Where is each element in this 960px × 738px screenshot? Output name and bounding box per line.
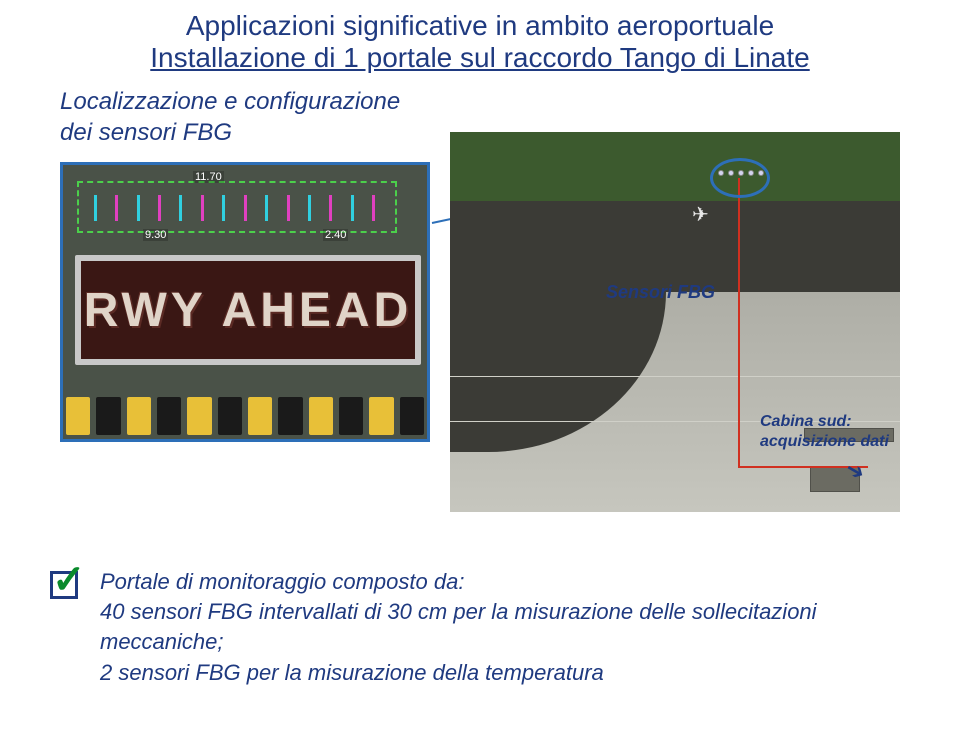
bullet-line1: 40 sensori FBG intervallati di 30 cm per…	[100, 597, 880, 656]
taxiway	[450, 201, 900, 292]
bullet-title: Portale di monitoraggio composto da:	[100, 569, 880, 595]
aircraft-icon: ✈	[692, 202, 720, 230]
hold-short-stripes	[63, 393, 427, 439]
cabin-line1: Cabina sud:	[760, 412, 889, 431]
meas-top: 11.70	[193, 171, 224, 183]
taxiway-curve	[450, 292, 666, 452]
fiber-route	[738, 178, 740, 468]
meas-bl: 9.30	[143, 229, 168, 241]
subtitle-line1: Localizzazione e configurazione	[60, 86, 960, 117]
detail-image: 11.70 9.30 2.40 RWY AHEAD	[60, 162, 430, 442]
cabin-line2: acquisizione dati	[760, 432, 889, 451]
title-line2: Installazione di 1 portale sul raccordo …	[0, 42, 960, 74]
figure-area: 11.70 9.30 2.40 RWY AHEAD ✈ Sensori FB	[60, 162, 900, 532]
sensor-label: Sensori FBG	[606, 282, 715, 303]
checkmark-icon: ✓	[48, 563, 88, 603]
sensor-highlight	[710, 158, 770, 198]
sensor-ticks	[83, 195, 383, 227]
title-line1: Applicazioni significative in ambito aer…	[0, 10, 960, 42]
aerial-image: ✈	[450, 132, 900, 512]
slide-title: Applicazioni significative in ambito aer…	[0, 0, 960, 74]
sensor-dots	[718, 170, 764, 176]
cabin-label: Cabina sud: acquisizione dati	[760, 412, 889, 450]
sign-text: RWY AHEAD	[84, 283, 412, 338]
bullet-block: ✓ Portale di monitoraggio composto da: 4…	[100, 569, 880, 688]
apron-line	[450, 376, 900, 377]
rwy-ahead-sign: RWY AHEAD	[75, 255, 421, 365]
bullet-line2: 2 sensori FBG per la misurazione della t…	[100, 658, 880, 688]
meas-br: 2.40	[323, 229, 348, 241]
